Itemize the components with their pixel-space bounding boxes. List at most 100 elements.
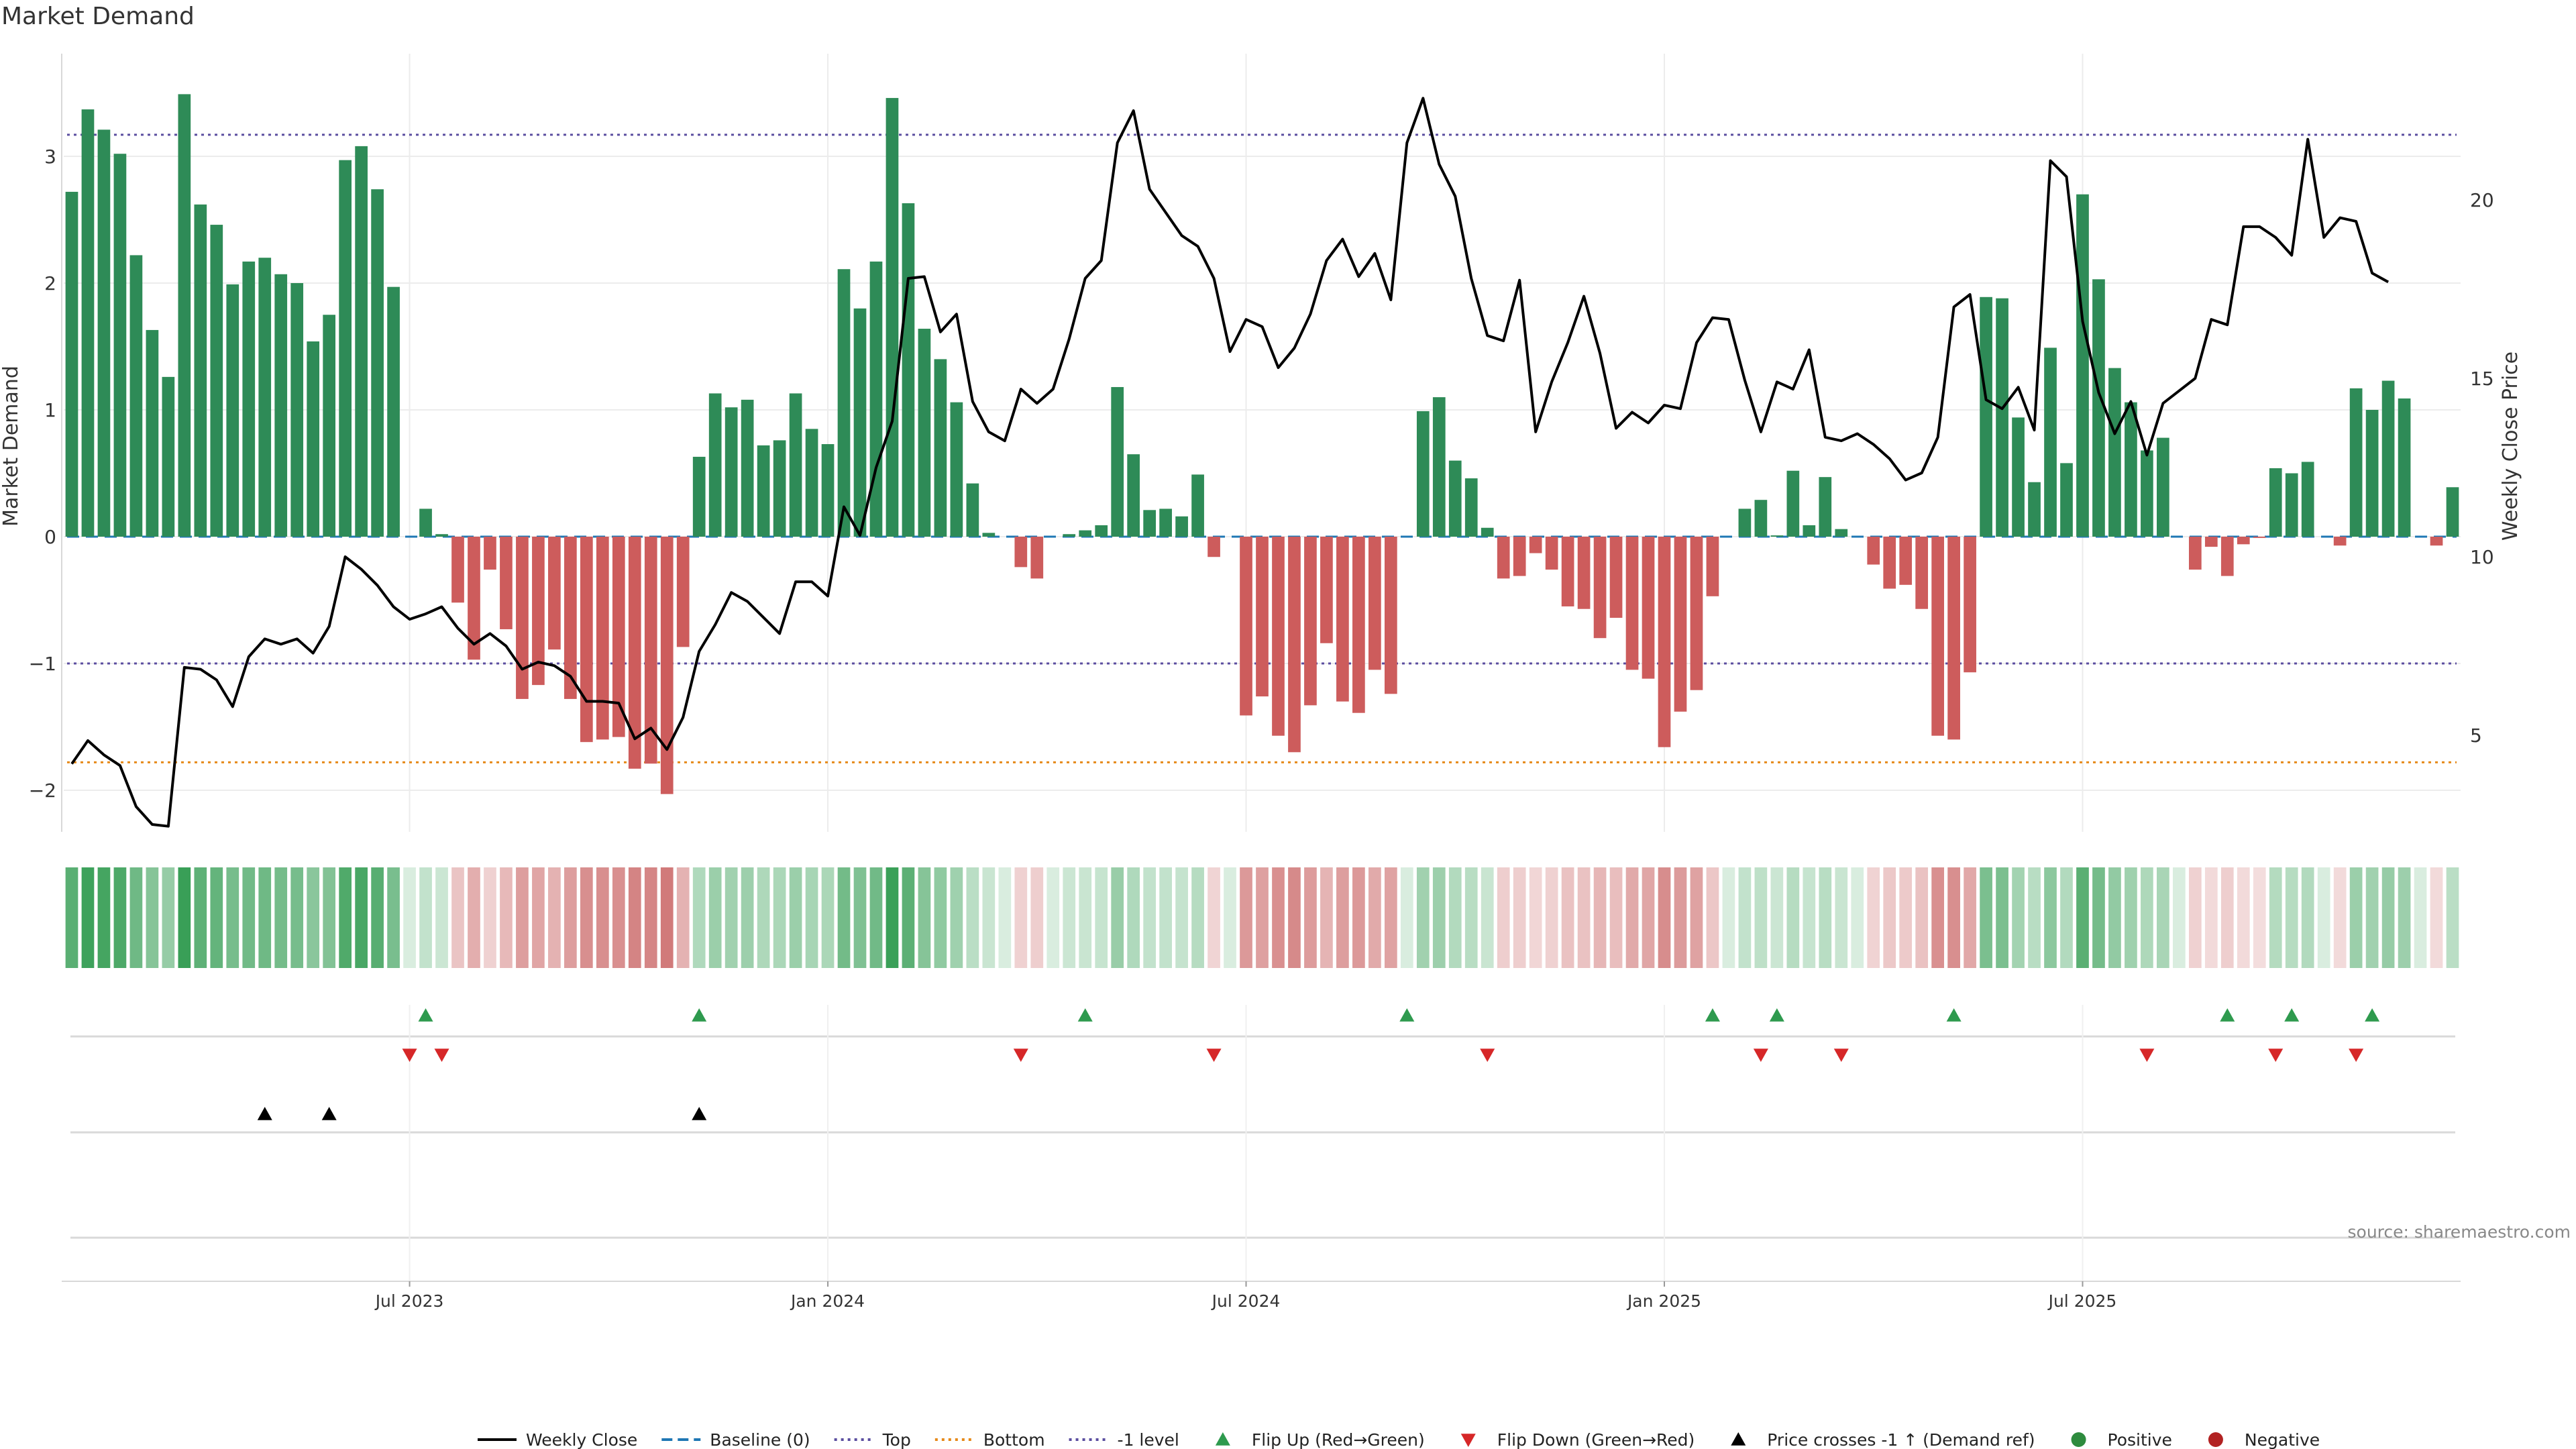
legend-item: Flip Down (Green→Red) bbox=[1460, 1430, 1695, 1449]
heat-cell bbox=[1738, 867, 1752, 968]
bar-negative bbox=[500, 537, 513, 629]
bar-negative bbox=[1883, 537, 1896, 589]
heat-cell bbox=[2446, 867, 2459, 968]
bar-positive bbox=[371, 189, 384, 537]
heat-cell bbox=[2269, 867, 2282, 968]
heat-cell bbox=[918, 867, 931, 968]
heat-cell bbox=[1835, 867, 1848, 968]
heat-cell bbox=[902, 867, 915, 968]
heat-cell bbox=[2333, 867, 2347, 968]
bar-positive bbox=[2028, 482, 2041, 537]
bar-negative bbox=[1899, 537, 1913, 585]
heat-cell bbox=[1947, 867, 1960, 968]
bar-negative bbox=[1240, 537, 1252, 716]
heat-cell bbox=[724, 867, 738, 968]
bar-positive bbox=[2125, 402, 2137, 537]
bar-positive bbox=[2076, 194, 2089, 537]
heat-cell bbox=[1996, 867, 2008, 968]
bar-negative bbox=[1529, 537, 1542, 553]
y-tick-label: −2 bbox=[29, 780, 56, 802]
bar-negative bbox=[1931, 537, 1945, 736]
bar-negative bbox=[2204, 537, 2218, 547]
legend-label: Bottom bbox=[983, 1430, 1045, 1449]
heat-cell bbox=[1931, 867, 1945, 968]
heat-cell bbox=[484, 867, 496, 968]
heat-cell bbox=[500, 867, 513, 968]
heat-cell bbox=[1224, 867, 1236, 968]
bar-negative bbox=[1513, 537, 1526, 576]
heat-cell bbox=[1658, 867, 1671, 968]
bar-positive bbox=[2141, 450, 2153, 537]
heat-cell bbox=[773, 867, 786, 968]
bar-positive bbox=[242, 261, 256, 537]
bar-negative bbox=[468, 537, 480, 660]
heat-cell bbox=[2414, 867, 2427, 968]
heat-cell bbox=[162, 867, 175, 968]
y-tick-label: 0 bbox=[44, 526, 56, 548]
bar-negative bbox=[1352, 537, 1365, 713]
heat-cell bbox=[1095, 867, 1108, 968]
heat-cell bbox=[564, 867, 577, 968]
bar-positive bbox=[97, 129, 111, 537]
flip-down-marker bbox=[2268, 1049, 2284, 1062]
bar-positive bbox=[162, 376, 175, 537]
heat-cell bbox=[1159, 867, 1172, 968]
legend-circle-marker bbox=[2071, 1432, 2086, 1447]
heat-cell bbox=[660, 867, 674, 968]
bar-positive bbox=[323, 315, 336, 537]
bar-positive bbox=[226, 284, 239, 537]
bar-negative bbox=[532, 537, 545, 686]
legend-label: Flip Up (Red→Green) bbox=[1252, 1430, 1425, 1449]
flip-up-marker bbox=[1077, 1008, 1093, 1022]
heat-cell bbox=[676, 867, 690, 968]
bar-positive bbox=[2012, 417, 2025, 537]
flip-down-marker bbox=[1013, 1049, 1028, 1062]
heat-cell bbox=[1883, 867, 1896, 968]
legend-triangle-up-marker bbox=[1215, 1432, 1230, 1446]
bar-positive bbox=[789, 393, 802, 537]
legend-label: Weekly Close bbox=[526, 1430, 637, 1449]
heat-cell bbox=[371, 867, 384, 968]
heat-cell bbox=[532, 867, 545, 968]
heat-cell bbox=[2092, 867, 2105, 968]
bar-positive bbox=[1432, 397, 1446, 537]
legend-item: Baseline (0) bbox=[661, 1430, 810, 1449]
flip-up-marker bbox=[2365, 1008, 2380, 1022]
bar-negative bbox=[1609, 537, 1623, 618]
flip-up-marker bbox=[2284, 1008, 2300, 1022]
heat-cell bbox=[274, 867, 288, 968]
heat-cell bbox=[516, 867, 529, 968]
heat-cell bbox=[1915, 867, 1929, 968]
heat-cell bbox=[468, 867, 480, 968]
heat-cell bbox=[2349, 867, 2363, 968]
legend-item: Positive bbox=[2071, 1430, 2172, 1449]
bar-negative bbox=[548, 537, 561, 650]
bar-positive bbox=[950, 402, 963, 537]
heat-cell bbox=[258, 867, 272, 968]
heat-cell bbox=[1448, 867, 1462, 968]
flip-down-marker bbox=[1206, 1049, 1222, 1062]
legend-label: Positive bbox=[2108, 1430, 2172, 1449]
heat-cell bbox=[548, 867, 561, 968]
bar-negative bbox=[1947, 537, 1960, 740]
heat-cell bbox=[1111, 867, 1124, 968]
bar-positive bbox=[1980, 297, 1992, 537]
heat-cell bbox=[178, 867, 191, 968]
heat-cell bbox=[1593, 867, 1607, 968]
heat-cell bbox=[2381, 867, 2395, 968]
heat-cell bbox=[290, 867, 304, 968]
heat-cell bbox=[2204, 867, 2218, 968]
heat-cell bbox=[1754, 867, 1768, 968]
flip-down-marker bbox=[2349, 1049, 2364, 1062]
heat-cell bbox=[1577, 867, 1591, 968]
heat-cell bbox=[2012, 867, 2025, 968]
bar-positive bbox=[419, 508, 432, 537]
heat-cell bbox=[2141, 867, 2153, 968]
bar-positive bbox=[821, 444, 835, 537]
bar-negative bbox=[1706, 537, 1719, 596]
legend-label: Top bbox=[882, 1430, 911, 1449]
flip-down-marker bbox=[1833, 1049, 1849, 1062]
heat-cell bbox=[1046, 867, 1060, 968]
heat-cell bbox=[2365, 867, 2379, 968]
bar-positive bbox=[113, 154, 127, 537]
